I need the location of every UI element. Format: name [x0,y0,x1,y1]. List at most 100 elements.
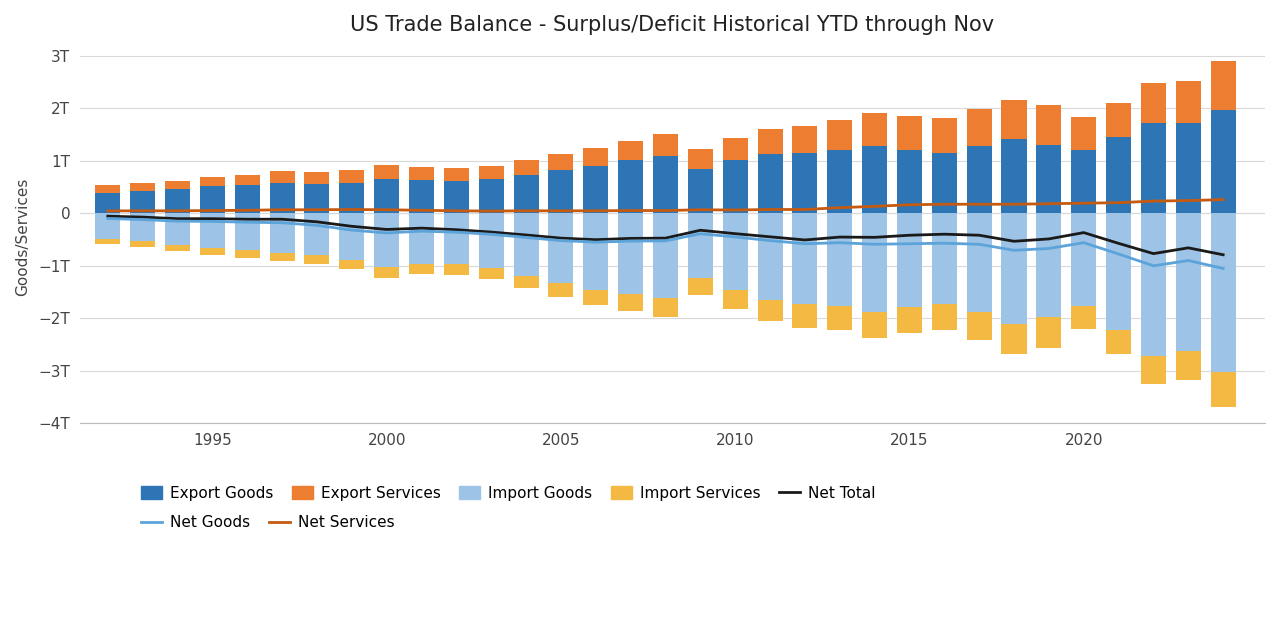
Bar [618,141,643,160]
Bar [1106,213,1132,330]
Bar [165,189,189,213]
Bar [827,306,852,330]
Bar [1037,145,1061,213]
Bar [1071,306,1096,329]
Bar [584,213,608,290]
Bar [270,171,294,183]
Bar [932,153,957,213]
Bar [792,304,818,328]
Bar [410,213,434,264]
Bar [513,213,539,276]
Bar [653,298,678,317]
Bar [95,239,120,244]
Bar [95,193,120,213]
Bar [305,172,329,183]
Bar [897,115,922,150]
Bar [792,213,818,304]
Bar [758,154,782,213]
Bar [234,213,260,251]
Bar [479,268,504,279]
Bar [897,213,922,307]
Bar [200,187,225,213]
Bar [723,290,748,309]
Bar [374,267,399,278]
Bar [548,213,573,283]
Bar [758,300,782,321]
Bar [687,278,713,295]
Bar [758,213,782,300]
Bar [618,294,643,311]
Bar [1211,110,1235,213]
Bar [1001,213,1027,324]
Bar [444,168,468,181]
Bar [792,126,818,153]
Bar [479,213,504,268]
Bar [861,146,887,213]
Bar [444,181,468,213]
Bar [897,150,922,213]
Bar [131,213,155,242]
Bar [966,146,992,213]
Bar [270,253,294,262]
Bar [687,149,713,169]
Bar [1106,103,1132,137]
Bar [861,213,887,312]
Bar [1176,351,1201,381]
Bar [270,213,294,253]
Bar [479,166,504,179]
Bar [1176,123,1201,213]
Bar [165,213,189,245]
Bar [723,160,748,213]
Bar [1001,324,1027,354]
Bar [966,312,992,340]
Bar [653,213,678,298]
Bar [95,213,120,239]
Bar [1176,213,1201,351]
Bar [966,213,992,312]
Bar [653,156,678,213]
Bar [131,242,155,247]
Bar [270,183,294,213]
Bar [95,185,120,193]
Bar [339,213,365,260]
Bar [234,174,260,185]
Bar [687,213,713,278]
Bar [339,260,365,269]
Bar [827,121,852,150]
Bar [200,177,225,187]
Bar [1211,62,1235,110]
Bar [723,138,748,160]
Bar [200,213,225,248]
Bar [1140,213,1166,356]
Bar [687,169,713,213]
Bar [410,181,434,213]
Bar [200,248,225,255]
Title: US Trade Balance - Surplus/Deficit Historical YTD through Nov: US Trade Balance - Surplus/Deficit Histo… [351,15,995,35]
Bar [723,213,748,290]
Bar [1037,213,1061,317]
Bar [444,213,468,265]
Bar [234,185,260,213]
Bar [374,213,399,267]
Bar [548,171,573,213]
Bar [1140,83,1166,123]
Bar [1071,150,1096,213]
Bar [1211,213,1235,372]
Bar [861,113,887,146]
Bar [1037,104,1061,145]
Bar [1071,117,1096,150]
Bar [758,129,782,154]
Bar [479,179,504,213]
Bar [1001,101,1027,140]
Bar [932,304,957,329]
Bar [1140,123,1166,213]
Bar [827,150,852,213]
Bar [1176,81,1201,123]
Bar [513,175,539,213]
Bar [932,118,957,153]
Bar [1001,140,1027,213]
Bar [339,171,365,183]
Bar [1211,372,1235,406]
Bar [584,166,608,213]
Bar [444,265,468,275]
